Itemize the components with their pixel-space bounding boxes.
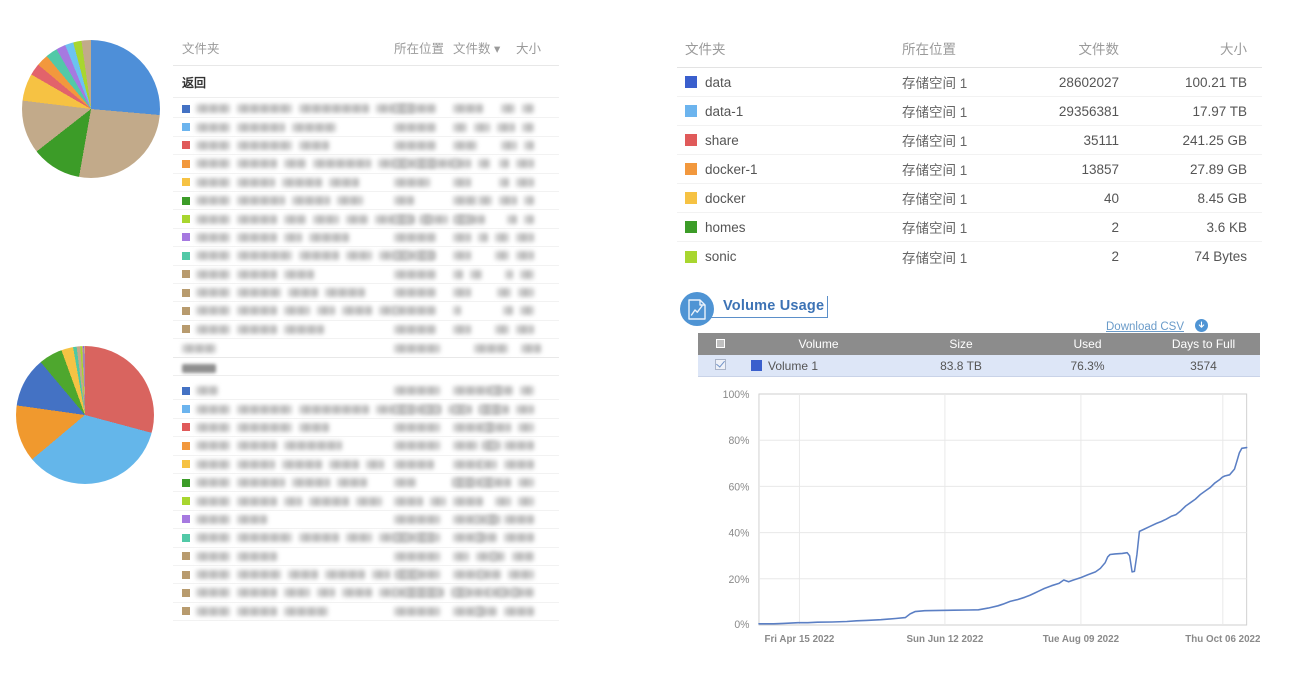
svg-text:0%: 0% (734, 619, 750, 631)
svg-text:40%: 40% (728, 527, 749, 539)
svg-text:80%: 80% (728, 435, 749, 447)
svg-text:20%: 20% (728, 574, 749, 586)
svg-text:100%: 100% (723, 390, 750, 401)
svg-text:Tue Aug 09 2022: Tue Aug 09 2022 (1043, 634, 1120, 645)
svg-text:60%: 60% (728, 481, 749, 493)
svg-text:Fri Apr 15 2022: Fri Apr 15 2022 (764, 634, 834, 645)
svg-text:Thu Oct 06 2022: Thu Oct 06 2022 (1185, 634, 1260, 645)
svg-text:Sun Jun 12 2022: Sun Jun 12 2022 (906, 634, 983, 645)
